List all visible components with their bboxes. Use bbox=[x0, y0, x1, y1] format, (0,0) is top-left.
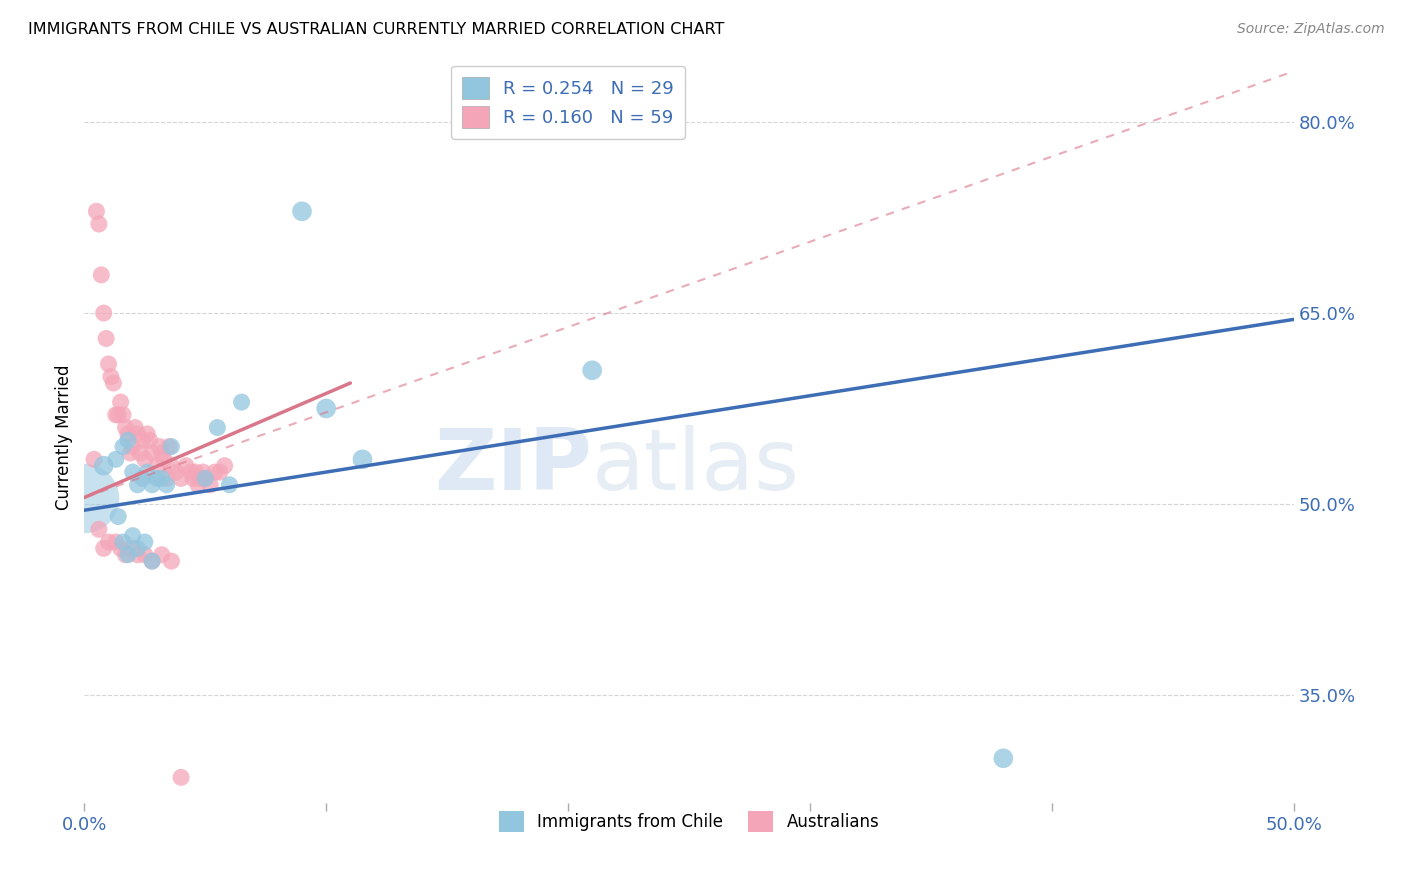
Point bbox=[187, 477, 209, 491]
Point bbox=[194, 471, 217, 485]
Point bbox=[100, 369, 122, 384]
Point bbox=[112, 535, 135, 549]
Point bbox=[190, 471, 212, 485]
Point bbox=[112, 440, 135, 454]
Point bbox=[198, 477, 221, 491]
Point bbox=[110, 395, 132, 409]
Point bbox=[110, 541, 132, 556]
Point bbox=[155, 471, 177, 485]
Point bbox=[93, 458, 115, 473]
Point bbox=[93, 306, 115, 320]
Point bbox=[993, 751, 1015, 765]
Point bbox=[87, 217, 110, 231]
Point bbox=[120, 446, 142, 460]
Point bbox=[112, 408, 135, 422]
Point bbox=[124, 420, 146, 434]
Point bbox=[180, 465, 202, 479]
Point bbox=[121, 465, 143, 479]
Point bbox=[90, 268, 112, 282]
Point bbox=[153, 452, 176, 467]
Point bbox=[87, 522, 110, 536]
Point bbox=[231, 395, 253, 409]
Point bbox=[134, 452, 156, 467]
Point bbox=[86, 204, 108, 219]
Point bbox=[131, 434, 153, 448]
Point bbox=[138, 434, 160, 448]
Point bbox=[121, 529, 143, 543]
Point bbox=[207, 420, 229, 434]
Legend: Immigrants from Chile, Australians: Immigrants from Chile, Australians bbox=[492, 805, 886, 838]
Point bbox=[141, 477, 163, 491]
Point bbox=[191, 465, 214, 479]
Point bbox=[136, 465, 159, 479]
Point bbox=[141, 554, 163, 568]
Point bbox=[104, 408, 127, 422]
Point bbox=[127, 541, 149, 556]
Text: ZIP: ZIP bbox=[434, 425, 592, 508]
Point bbox=[103, 376, 125, 390]
Point bbox=[127, 548, 149, 562]
Point bbox=[218, 477, 240, 491]
Point bbox=[141, 446, 163, 460]
Text: atlas: atlas bbox=[592, 425, 800, 508]
Point bbox=[117, 548, 139, 562]
Point bbox=[104, 535, 127, 549]
Point bbox=[97, 357, 120, 371]
Point bbox=[194, 471, 217, 485]
Point bbox=[107, 408, 129, 422]
Point bbox=[150, 471, 173, 485]
Y-axis label: Currently Married: Currently Married bbox=[55, 364, 73, 510]
Point bbox=[127, 426, 149, 441]
Point bbox=[150, 548, 173, 562]
Point bbox=[155, 477, 177, 491]
Point bbox=[208, 465, 231, 479]
Text: IMMIGRANTS FROM CHILE VS AUSTRALIAN CURRENTLY MARRIED CORRELATION CHART: IMMIGRANTS FROM CHILE VS AUSTRALIAN CURR… bbox=[28, 22, 724, 37]
Point bbox=[146, 458, 169, 473]
Point bbox=[160, 554, 183, 568]
Point bbox=[291, 204, 314, 219]
Point bbox=[121, 541, 143, 556]
Point bbox=[117, 434, 139, 448]
Point bbox=[315, 401, 337, 416]
Point bbox=[121, 440, 143, 454]
Point bbox=[160, 440, 183, 454]
Point bbox=[146, 471, 169, 485]
Point bbox=[93, 541, 115, 556]
Point bbox=[136, 426, 159, 441]
Point bbox=[214, 458, 236, 473]
Point bbox=[134, 548, 156, 562]
Text: Source: ZipAtlas.com: Source: ZipAtlas.com bbox=[1237, 22, 1385, 37]
Point bbox=[174, 458, 197, 473]
Point bbox=[165, 465, 187, 479]
Point bbox=[181, 471, 204, 485]
Point bbox=[134, 535, 156, 549]
Point bbox=[117, 426, 139, 441]
Point bbox=[73, 491, 96, 505]
Point bbox=[107, 509, 129, 524]
Point bbox=[94, 331, 117, 345]
Point bbox=[131, 471, 153, 485]
Point bbox=[157, 440, 180, 454]
Point bbox=[150, 446, 173, 460]
Point bbox=[160, 458, 183, 473]
Point bbox=[170, 770, 193, 784]
Point bbox=[83, 452, 105, 467]
Point bbox=[184, 465, 207, 479]
Point bbox=[170, 471, 193, 485]
Point bbox=[148, 440, 170, 454]
Point bbox=[141, 554, 163, 568]
Point bbox=[104, 452, 127, 467]
Point bbox=[204, 465, 226, 479]
Point bbox=[114, 420, 136, 434]
Point bbox=[114, 548, 136, 562]
Point bbox=[97, 535, 120, 549]
Point bbox=[129, 446, 152, 460]
Point bbox=[581, 363, 603, 377]
Point bbox=[352, 452, 374, 467]
Point bbox=[127, 477, 149, 491]
